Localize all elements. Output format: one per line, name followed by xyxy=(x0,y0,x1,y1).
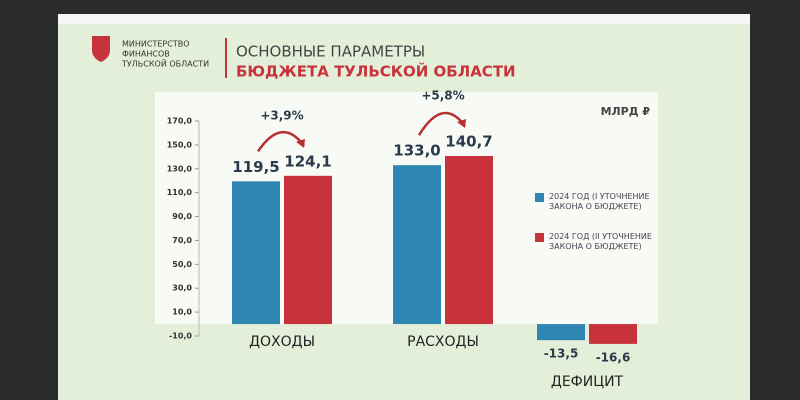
value-label: 133,0 xyxy=(393,142,440,160)
chart-subtitle: БЮДЖЕТА ТУЛЬСКОЙ ОБЛАСТИ xyxy=(236,62,516,81)
legend-label: 2024 ГОД (II УТОЧНЕНИЕ ЗАКОНА О БЮДЖЕТЕ) xyxy=(549,232,652,251)
window-bar xyxy=(58,14,750,24)
emblem xyxy=(92,36,110,62)
legend-item: 2024 ГОД (II УТОЧНЕНИЕ ЗАКОНА О БЮДЖЕТЕ) xyxy=(535,232,655,252)
y-tick-label: 170,0 xyxy=(167,117,193,126)
y-tick-label: 70,0 xyxy=(172,236,192,245)
x-tick-label: ДОХОДЫ xyxy=(249,334,315,350)
value-label: -16,6 xyxy=(596,350,631,364)
bar xyxy=(393,165,441,325)
x-tick-label: РАСХОДЫ xyxy=(407,334,479,350)
unit-label: МЛРД ₽ xyxy=(601,105,651,118)
y-tick-label: 50,0 xyxy=(172,260,192,269)
change-annotation: +3,9% xyxy=(260,108,303,122)
y-tick-label: 90,0 xyxy=(172,212,192,221)
org-line: ФИНАНСОВ xyxy=(122,50,170,59)
org-line: МИНИСТЕРСТВО xyxy=(122,40,190,49)
value-label: -13,5 xyxy=(544,347,579,361)
change-annotation: +5,8% xyxy=(421,88,464,102)
chart-title: ОСНОВНЫЕ ПАРАМЕТРЫ xyxy=(236,43,425,61)
bar xyxy=(445,155,493,325)
y-tick-label: 150,0 xyxy=(167,140,193,149)
y-tick-label: 110,0 xyxy=(167,188,193,197)
arrow-head xyxy=(296,138,305,148)
bar xyxy=(537,324,585,341)
bar xyxy=(589,324,637,344)
legend-item: 2024 ГОД (I УТОЧНЕНИЕ ЗАКОНА О БЮДЖЕТЕ) xyxy=(535,192,655,212)
bar xyxy=(232,181,280,325)
y-tick-label: 30,0 xyxy=(172,284,192,293)
y-tick-label: 10,0 xyxy=(172,308,192,317)
value-label: 119,5 xyxy=(232,158,279,176)
legend-swatch xyxy=(535,233,544,242)
value-label: 124,1 xyxy=(284,152,331,170)
arrow-head xyxy=(457,118,466,128)
x-tick-label: ДЕФИЦИТ xyxy=(551,374,624,390)
org-line: ТУЛЬСКОЙ ОБЛАСТИ xyxy=(121,58,209,69)
bar xyxy=(284,175,332,325)
legend-swatch xyxy=(535,193,544,202)
y-tick-label: 130,0 xyxy=(167,164,193,173)
y-tick-label: -10,0 xyxy=(169,332,192,341)
value-label: 140,7 xyxy=(445,132,492,150)
legend-label: 2024 ГОД (I УТОЧНЕНИЕ ЗАКОНА О БЮДЖЕТЕ) xyxy=(549,192,650,211)
